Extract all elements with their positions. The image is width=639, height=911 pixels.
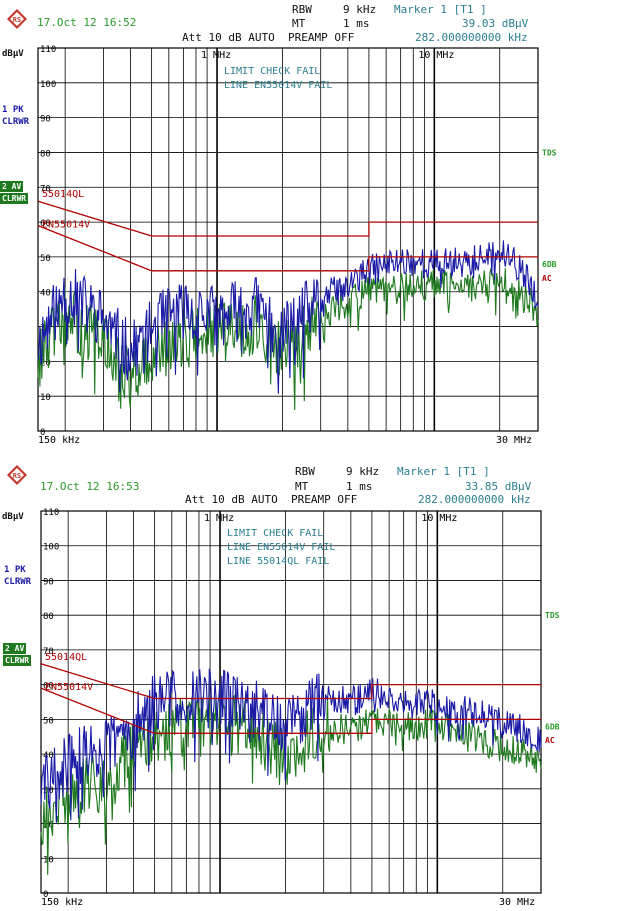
right-label: 6DB [542,260,557,269]
spectrum-panel-2: RS 17.Oct 12 16:53 RBW 9 kHz MT 1 ms Mar… [0,460,639,911]
x-tick-label: 10 MHz [421,513,457,524]
right-label: AC [545,736,555,745]
x-tick-label: 1 MHz [201,50,231,61]
trace-2-mode-badge: CLRWR [0,193,29,204]
limit-check-line: LINE EN55014V FAIL [224,80,332,91]
mt-value: 1 ms [346,480,373,493]
limit-check-result: LIMIT CHECK FAIL [227,528,323,539]
y-tick-label: 10 [40,393,51,403]
y-tick-label: 40 [43,751,54,761]
trace-1-label: 1 PK [2,105,24,115]
x-stop-label: 30 MHz [496,435,532,446]
y-tick-label: 20 [40,358,51,368]
marker-label: Marker 1 [T1 ] [394,3,487,16]
y-tick-label: 60 [43,682,54,692]
timestamp: 17.Oct 12 16:53 [40,480,140,493]
marker-level: 39.03 dBµV [462,17,529,30]
y-tick-label: 110 [43,508,59,518]
rohde-schwarz-logo-icon: RS [7,9,27,29]
limit-line-55014ql [37,200,538,237]
trace-2-mode-badge: CLRWR [3,655,32,666]
limit-check-line: LINE EN55014V FAIL [227,542,335,553]
mt-label: MT [292,17,306,30]
y-tick-label: 90 [43,577,54,587]
limit-line-en55014v [40,687,541,734]
limit-line-label: EN55014V [42,220,90,231]
y-tick-label: 100 [40,80,56,90]
y-unit-label: dBµV [2,49,24,59]
x-start-label: 150 kHz [41,897,83,908]
limit-line-label: 55014QL [42,189,84,200]
trace-1-mode: CLRWR [2,117,30,127]
y-tick-label: 60 [40,219,51,229]
x-start-label: 150 kHz [38,435,80,446]
mt-value: 1 ms [343,17,370,30]
y-tick-label: 70 [43,647,54,657]
x-tick-label: 10 MHz [418,50,454,61]
rbw-label: RBW [292,3,312,16]
marker-frequency: 282.000000000 kHz [418,493,531,506]
analyzer-settings: Att 10 dB AUTO PREAMP OFF [182,31,355,44]
mt-label: MT [295,480,309,493]
y-tick-label: 50 [43,716,54,726]
rbw-value: 9 kHz [346,465,380,478]
y-tick-label: 70 [40,184,51,194]
limit-line-55014ql [40,663,541,700]
limit-line-label: 55014QL [45,652,87,663]
analyzer-settings: Att 10 dB AUTO PREAMP OFF [185,493,358,506]
right-label: TDS [542,148,557,157]
rbw-value: 9 kHz [343,3,377,16]
y-tick-label: 100 [43,543,59,553]
rbw-label: RBW [295,465,315,478]
marker-label: Marker 1 [T1 ] [397,465,490,478]
marker-level: 33.85 dBµV [465,480,532,493]
y-tick-label: 110 [40,45,56,55]
limit-line-en55014v [37,224,538,272]
marker-frequency: 282.000000000 kHz [415,31,528,44]
trace-1-mode: CLRWR [4,577,32,587]
y-tick-label: 50 [40,254,51,264]
limit-check-line: LINE 55014QL FAIL [227,556,329,567]
right-label: 6DB [545,722,560,731]
rohde-schwarz-logo-icon: RS [7,465,27,485]
y-unit-label: dBµV [2,512,24,522]
y-tick-label: 90 [40,115,51,125]
plot-frame [40,510,542,894]
timestamp: 17.Oct 12 16:52 [37,16,137,29]
trace-peak-line [37,240,539,394]
y-tick-label: 0 [43,890,48,900]
trace-peak-line [40,668,542,823]
spectrum-panel-1: RS 17.Oct 12 16:52 RBW 9 kHz MT 1 ms Mar… [0,0,639,455]
svg-text:RS: RS [13,16,21,24]
svg-text:RS: RS [13,472,21,480]
trace-2-label-badge: 2 AV [3,643,27,654]
right-label: TDS [545,611,560,620]
limit-check-result: LIMIT CHECK FAIL [224,66,320,77]
right-label: AC [542,274,552,283]
x-tick-label: 1 MHz [204,513,234,524]
y-tick-label: 80 [43,612,54,622]
trace-2-label-badge: 2 AV [0,181,24,192]
limit-line-label: EN55014V [45,682,93,693]
trace-1-label: 1 PK [4,565,26,575]
x-stop-label: 30 MHz [499,897,535,908]
y-tick-label: 40 [40,289,51,299]
y-tick-label: 80 [40,149,51,159]
y-tick-label: 0 [40,428,45,438]
